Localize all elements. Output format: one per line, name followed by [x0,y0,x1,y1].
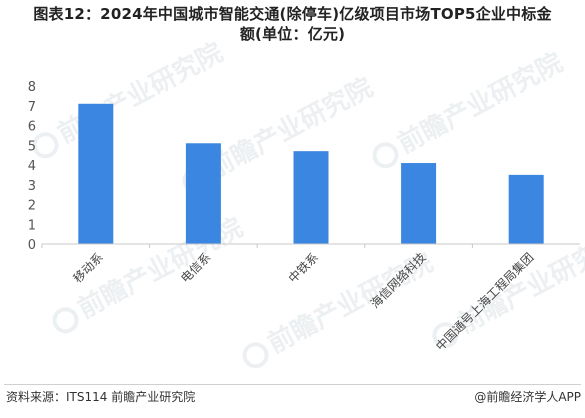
x-tick-label: 海信网络科技 [367,250,429,312]
bar [401,163,437,244]
bars [78,103,544,245]
chart-title-line-1: 图表12：2024年中国城市智能交通(除停车)亿级项目市场TOP5企业中标金 [33,5,552,23]
footer-divider [4,384,581,385]
source-note: 资料来源：ITS114 前瞻产业研究院 [6,390,196,404]
bar [185,143,221,244]
footer: 资料来源：ITS114 前瞻产业研究院 @前瞻经济学人APP [0,388,585,410]
chart-title: 图表12：2024年中国城市智能交通(除停车)亿级项目市场TOP5企业中标金 额… [0,4,585,44]
bar-chart: 0 1 2 3 4 5 6 7 8 移动系 电信系 中铁系 海信网络科技 中国通号上海工程局集团 [28,80,580,354]
x-tick-label: 中国通号上海工程局集团 [432,250,536,354]
credit-note: @前瞻经济学人APP [474,390,581,404]
y-axis: 0 1 2 3 4 5 6 7 8 [28,80,36,253]
x-axis-labels: 移动系 电信系 中铁系 海信网络科技 中国通号上海工程局集团 [41,244,536,354]
y-tick-label: 6 [28,120,36,135]
y-tick-label: 1 [28,218,36,233]
x-tick-label: 中铁系 [285,250,321,286]
bar [293,151,329,244]
y-tick-label: 5 [28,139,36,154]
bar [78,103,114,245]
chart-title-line-2: 额(单位：亿元) [239,25,346,43]
x-tick-label: 移动系 [71,250,106,285]
y-tick-label: 0 [28,238,36,253]
y-tick-label: 8 [28,80,36,95]
bar [508,174,544,244]
x-tick-label: 电信系 [178,250,213,285]
y-tick-label: 4 [28,159,36,174]
y-tick-label: 3 [28,179,36,194]
y-tick-label: 2 [28,199,36,214]
y-tick-label: 7 [28,100,36,115]
